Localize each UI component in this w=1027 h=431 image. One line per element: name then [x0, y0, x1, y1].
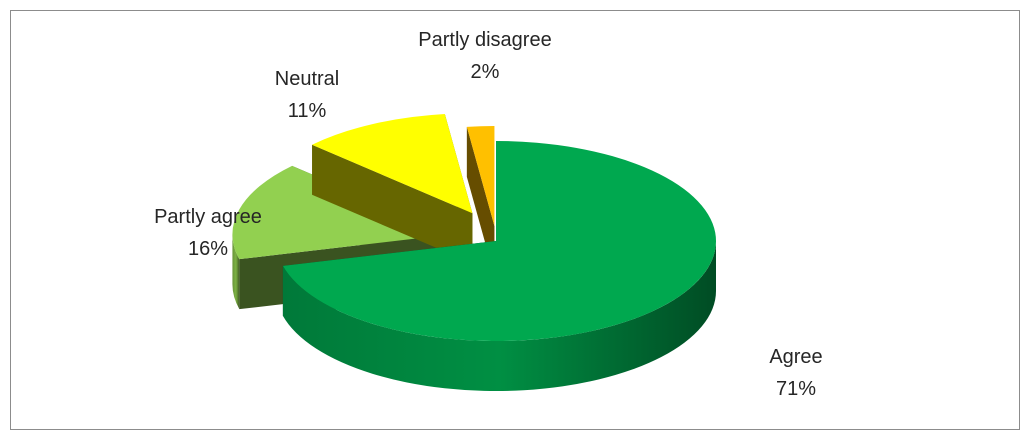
pie-slice-agree: [282, 141, 717, 391]
slice-top: [466, 126, 495, 227]
pie-slice-partly-disagree: [466, 126, 495, 277]
data-label-name: Partly agree: [154, 206, 262, 228]
slice-top: [232, 165, 453, 260]
data-label-name: Neutral: [275, 68, 339, 90]
slice-top: [312, 113, 473, 214]
slice-top: [282, 141, 717, 341]
data-label-value: 2%: [471, 61, 500, 83]
chart-area: Agree 71% Partly agree 16% Neutral 11% Partly …: [10, 10, 1020, 430]
data-label-value: 71%: [776, 378, 816, 400]
data-label-name: Agree: [769, 346, 822, 368]
data-label-name: Partly disagree: [418, 29, 551, 51]
slice-wall: [466, 126, 495, 277]
pie-slice-neutral: [312, 113, 473, 264]
pie-chart: Agree 71% Partly agree 16% Neutral 11% Partly …: [154, 29, 823, 400]
data-label-value: 11%: [288, 100, 327, 122]
data-label-value: 16%: [188, 238, 228, 260]
slice-side: [282, 241, 716, 391]
slice-side: [232, 234, 240, 310]
slice-wall: [312, 144, 473, 264]
